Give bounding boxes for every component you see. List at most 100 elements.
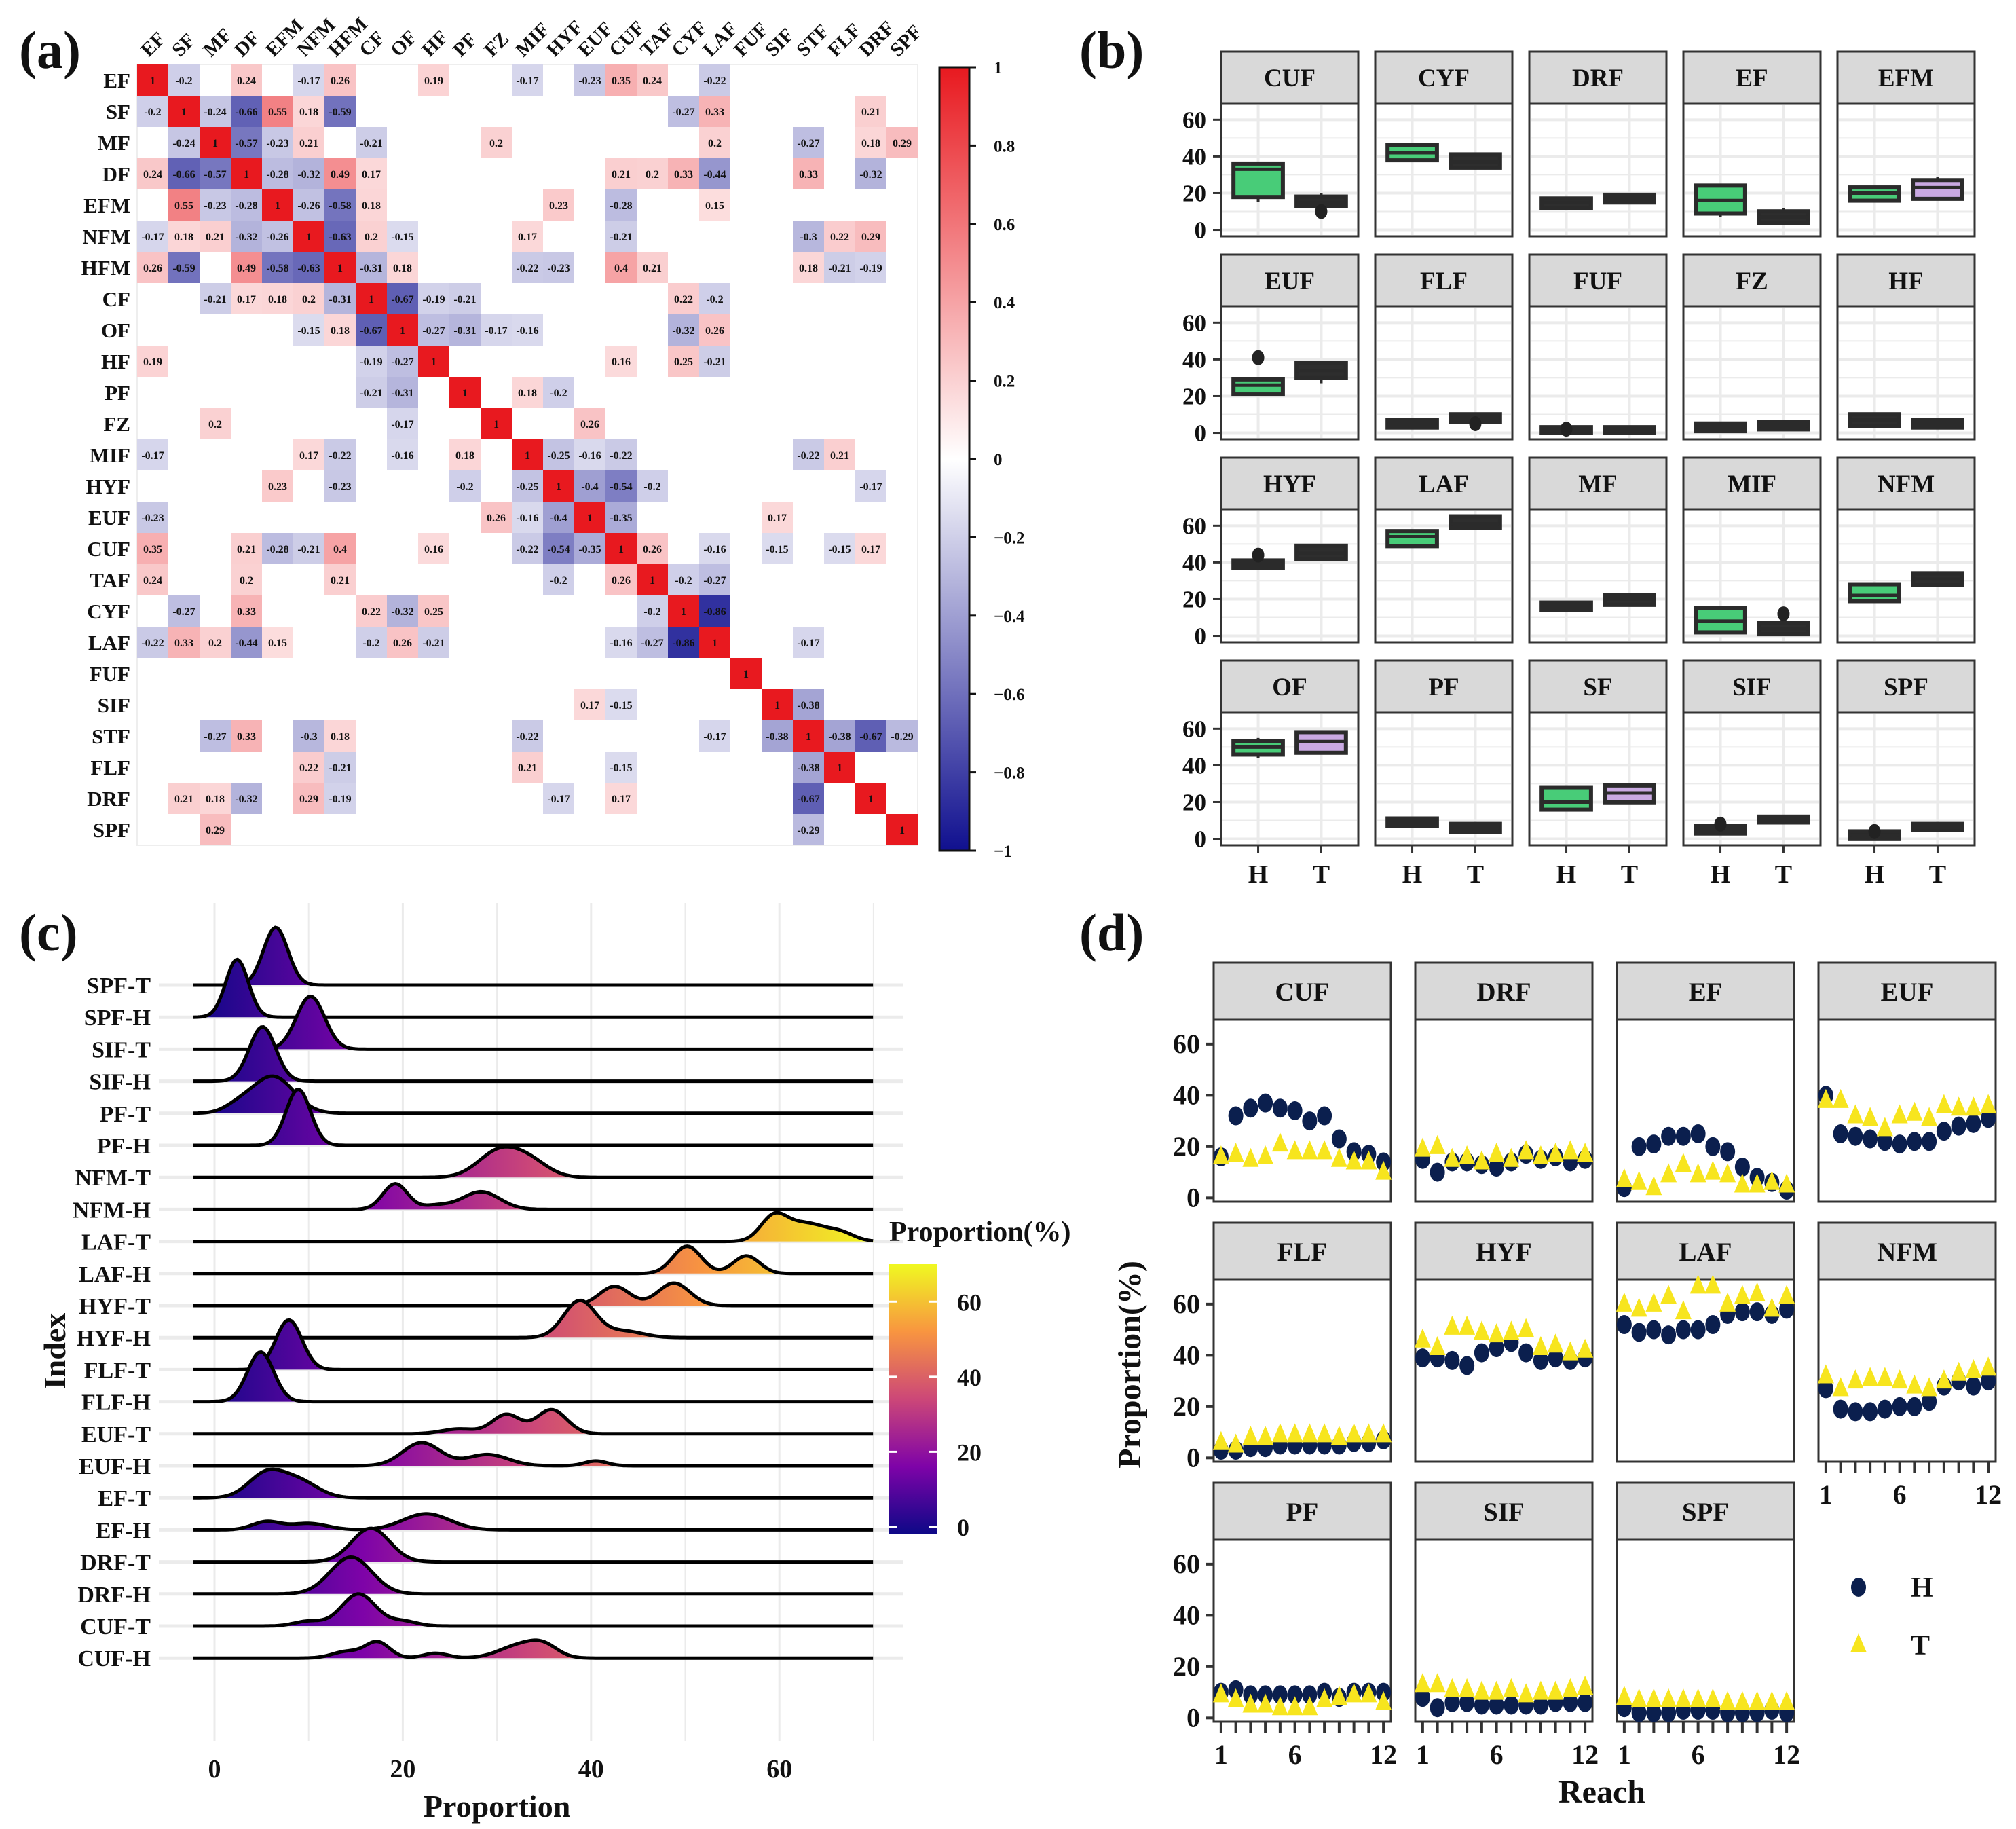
heatmap-cell: -0.58 xyxy=(324,189,356,221)
heatmap-cell: -0.21 xyxy=(699,346,730,377)
point-t xyxy=(1876,1367,1893,1386)
heatmap-cell-fill xyxy=(200,783,231,814)
heatmap-cell-value: 0.55 xyxy=(268,107,287,118)
heatmap-cell-fill xyxy=(293,64,324,96)
point-t xyxy=(1212,1145,1229,1164)
ridge-ef-h xyxy=(193,1512,874,1532)
heatmap-cell-value: 1 xyxy=(150,75,155,87)
heatmap-cell-value: 0.26 xyxy=(393,638,412,649)
facet-strip-label: OF xyxy=(1272,673,1307,701)
y-tick-label: 40 xyxy=(1182,752,1206,779)
heatmap-cell: -0.32 xyxy=(668,314,699,346)
x-tick-label: 12 xyxy=(1370,1739,1397,1770)
heatmap-cell-fill xyxy=(668,627,699,658)
point-t xyxy=(1660,1163,1677,1183)
heatmap-cell-fill xyxy=(449,470,481,502)
heatmap-cell-fill xyxy=(605,502,637,533)
heatmap-row-label: DF xyxy=(102,162,130,186)
heatmap-cell: 1 xyxy=(762,689,793,720)
point-t xyxy=(1817,1088,1834,1108)
heatmap-cell-value: 0.25 xyxy=(424,606,443,618)
heatmap-cell-fill xyxy=(637,470,668,502)
point-t xyxy=(1360,1150,1377,1170)
heatmap-cell-value: 0.25 xyxy=(674,356,693,368)
heatmap-cell: -0.2 xyxy=(668,564,699,595)
heatmap-cell-value: -0.32 xyxy=(391,606,413,618)
colorbar-tick-label: 0.2 xyxy=(994,373,1015,391)
point-t xyxy=(1473,1680,1490,1700)
heatmap-cell-value: 0.16 xyxy=(424,544,443,555)
heatmap-cell-fill xyxy=(543,533,574,564)
heatmap-cell-value: 0.33 xyxy=(674,169,693,181)
facet-strip-label: CYF xyxy=(1418,64,1470,92)
point-h xyxy=(1415,1348,1430,1368)
heatmap-cell-value: -0.63 xyxy=(329,232,351,243)
heatmap-cell-value: -0.17 xyxy=(547,794,570,805)
point-t xyxy=(1286,1140,1303,1160)
point-t xyxy=(1690,1274,1706,1294)
heatmap-cell-fill xyxy=(605,689,637,720)
point-t xyxy=(1301,1423,1318,1443)
heatmap-cell-value: -0.54 xyxy=(547,544,570,555)
colorbar-tick-label: 0.6 xyxy=(994,216,1015,234)
heatmap-cell-fill xyxy=(168,158,200,189)
heatmap-cell-fill xyxy=(699,595,730,627)
heatmap-cell-fill xyxy=(231,158,262,189)
point-t xyxy=(1330,1686,1347,1705)
heatmap-cell-value: 0.21 xyxy=(643,263,662,274)
heatmap-cell: -0.4 xyxy=(543,502,574,533)
ridge-drf-t xyxy=(193,1526,874,1564)
heatmap-cell-value: -0.35 xyxy=(610,513,632,524)
heatmap-cell-value: 0.33 xyxy=(237,731,256,743)
heatmap-cell: -0.19 xyxy=(418,283,449,314)
heatmap-cell-value: 0.18 xyxy=(861,138,880,149)
heatmap-cell-fill xyxy=(449,283,481,314)
point-t xyxy=(1562,1140,1579,1160)
point-t xyxy=(1547,1680,1564,1700)
heatmap-cell-value: 0.33 xyxy=(174,638,193,649)
heatmap-cell: -0.67 xyxy=(855,720,886,752)
heatmap-cell-value: 1 xyxy=(244,169,249,181)
heatmap-row-label: NFM xyxy=(82,225,130,248)
heatmap-cell-fill xyxy=(356,252,387,283)
point-h xyxy=(1287,1685,1303,1705)
heatmap-cell-value: -0.22 xyxy=(329,450,351,462)
heatmap-cell: 0.2 xyxy=(699,127,730,158)
heatmap-cell: -0.32 xyxy=(293,158,324,189)
heatmap-cell: -0.25 xyxy=(512,470,543,502)
heatmap-cell: -0.31 xyxy=(387,377,418,408)
ridge-row-label: PF-T xyxy=(99,1102,151,1127)
heatmap-cell-fill xyxy=(762,533,793,564)
heatmap-cell-value: -0.17 xyxy=(141,232,164,243)
heatmap-cell-fill xyxy=(512,439,543,470)
heatmap-cell-fill xyxy=(793,689,824,720)
heatmap-cell: -0.38 xyxy=(762,720,793,752)
heatmap-cell: 0.2 xyxy=(200,408,231,439)
heatmap-cell-fill xyxy=(231,64,262,96)
heatmap-cell: 0.23 xyxy=(543,189,574,221)
box-h xyxy=(1231,350,1285,397)
heatmap-cell-value: -0.32 xyxy=(235,232,257,243)
heatmap-cell-fill xyxy=(418,64,449,96)
facet-strip xyxy=(1374,456,1514,511)
y-tick-label: 20 xyxy=(1173,1131,1200,1162)
heatmap-cell-fill xyxy=(574,439,605,470)
heatmap-cell: -0.15 xyxy=(293,314,324,346)
point-t xyxy=(1675,1688,1692,1707)
point-h xyxy=(1444,1350,1460,1370)
colorbar-tick-label: 20 xyxy=(957,1439,982,1466)
heatmap-cell: 0.4 xyxy=(324,533,356,564)
heatmap-cell: -0.32 xyxy=(231,221,262,252)
heatmap-cell-fill xyxy=(293,221,324,252)
colorbar-tick-label: −0.4 xyxy=(994,608,1025,626)
heatmap-cell-value: 1 xyxy=(275,200,280,212)
heatmap-cell-fill xyxy=(168,627,200,658)
heatmap-cell-value: -0.38 xyxy=(797,762,819,774)
heatmap-cell-fill xyxy=(324,564,356,595)
heatmap-cell: -0.21 xyxy=(605,221,637,252)
point-h xyxy=(1848,1126,1863,1146)
point-t xyxy=(1847,1369,1864,1389)
heatmap-cell-fill xyxy=(324,252,356,283)
ridge-outline xyxy=(193,1512,874,1532)
heatmap-cell: -0.22 xyxy=(793,439,824,470)
